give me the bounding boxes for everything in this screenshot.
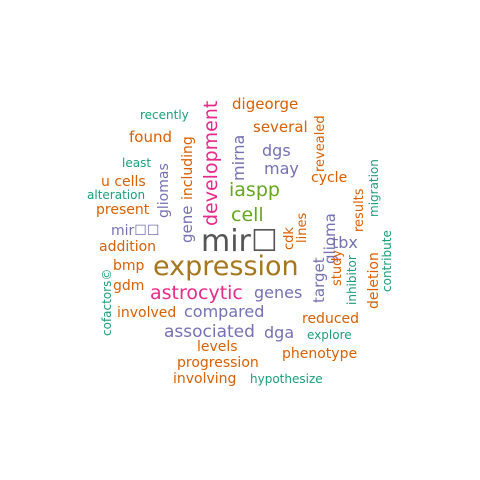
word-progression: progression bbox=[177, 355, 259, 371]
word-compared: compared bbox=[184, 302, 265, 321]
word-addition: addition bbox=[99, 239, 157, 255]
word-bmp: bmp bbox=[113, 258, 145, 274]
word-involved: involved bbox=[117, 305, 177, 321]
word-reduced: reduced bbox=[302, 311, 360, 327]
word-found: found bbox=[129, 128, 172, 146]
word-migration: migration bbox=[367, 159, 381, 217]
word-expression: expression bbox=[153, 251, 299, 282]
word-may: may bbox=[264, 159, 299, 178]
word-study: study bbox=[330, 249, 345, 286]
word-target: target bbox=[310, 257, 328, 303]
word-development: development bbox=[200, 100, 222, 226]
word-recently: recently bbox=[140, 108, 189, 122]
word-dga: dga bbox=[264, 323, 295, 342]
word-present: present bbox=[96, 202, 150, 218]
word-deletion: deletion bbox=[366, 252, 382, 309]
word-several: several bbox=[253, 118, 308, 136]
word-dgs: dgs bbox=[262, 141, 291, 160]
word-contribute: contribute bbox=[380, 230, 394, 292]
word-astrocytic: astrocytic bbox=[150, 282, 243, 304]
word-mir: mir☐☐ bbox=[111, 223, 160, 239]
word-involving: involving bbox=[173, 371, 237, 387]
word-lines: lines bbox=[295, 212, 310, 243]
word-associated: associated bbox=[164, 322, 255, 342]
word-digeorge: digeorge bbox=[232, 95, 299, 113]
word-gliomas: gliomas bbox=[156, 163, 172, 218]
word-alteration: alteration bbox=[87, 188, 146, 202]
word-iaspp: iaspp bbox=[229, 179, 280, 201]
word-gdm: gdm bbox=[113, 278, 145, 294]
word-least: least bbox=[122, 156, 152, 170]
word-results: results bbox=[352, 188, 367, 232]
word-mirna: mirna bbox=[229, 134, 248, 181]
word-mir: mir☐ bbox=[201, 224, 278, 259]
word-inhibitor: inhibitor bbox=[345, 255, 359, 305]
word-cycle: cycle bbox=[311, 170, 348, 186]
word-including: including bbox=[180, 136, 196, 200]
word-cofactors: cofactors© bbox=[100, 268, 114, 336]
word-levels: levels bbox=[197, 339, 238, 355]
word-gene: gene bbox=[178, 205, 196, 244]
word-u-cells: u cells bbox=[101, 174, 146, 190]
word-cdk: cdk bbox=[282, 227, 297, 250]
word-phenotype: phenotype bbox=[282, 346, 358, 362]
word-tbx: tbx bbox=[332, 233, 358, 252]
word-explore: explore bbox=[307, 328, 352, 342]
word-cell: cell bbox=[231, 204, 264, 226]
word-hypothesize: hypothesize bbox=[250, 372, 323, 386]
word-genes: genes bbox=[254, 283, 303, 302]
word-revealed: revealed bbox=[313, 115, 328, 172]
